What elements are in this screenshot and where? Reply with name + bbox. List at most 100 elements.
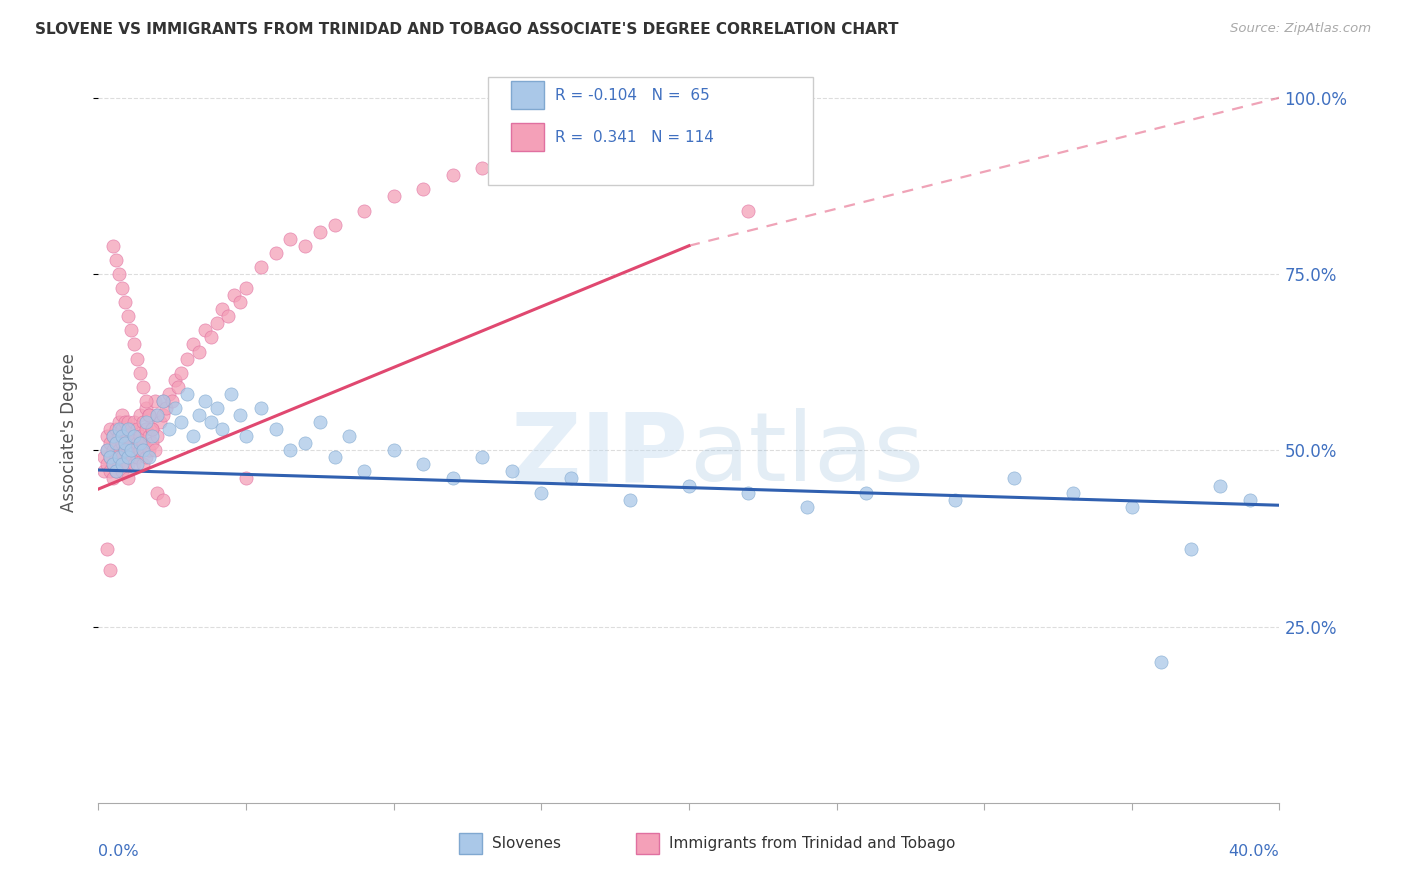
Point xyxy=(152,393,174,408)
Point xyxy=(103,429,125,443)
Point xyxy=(1002,471,1025,485)
Point xyxy=(111,436,134,450)
Point xyxy=(138,443,160,458)
Point xyxy=(162,393,183,408)
Point xyxy=(141,422,163,436)
Point xyxy=(943,492,966,507)
Point xyxy=(530,485,553,500)
Point xyxy=(108,429,131,443)
Point xyxy=(157,387,180,401)
Point xyxy=(221,387,243,401)
Point xyxy=(105,252,128,267)
Point xyxy=(155,401,177,415)
Point xyxy=(96,443,118,458)
Point xyxy=(737,203,759,218)
Text: Immigrants from Trinidad and Tobago: Immigrants from Trinidad and Tobago xyxy=(669,836,955,851)
Point xyxy=(152,492,174,507)
Point xyxy=(114,295,136,310)
Point xyxy=(105,450,128,465)
Point xyxy=(122,429,145,443)
Point xyxy=(128,366,150,380)
Text: ZIP: ZIP xyxy=(510,409,689,501)
Point xyxy=(108,267,131,281)
Point xyxy=(98,563,121,577)
Point xyxy=(117,450,139,465)
Point xyxy=(152,408,174,422)
Point xyxy=(98,422,121,436)
FancyBboxPatch shape xyxy=(488,78,813,185)
Point xyxy=(165,373,187,387)
Bar xyxy=(510,123,544,152)
Point xyxy=(353,464,375,478)
Point xyxy=(128,429,150,443)
Point xyxy=(165,401,187,415)
Point xyxy=(353,203,375,218)
Point xyxy=(141,436,163,450)
Point xyxy=(855,485,877,500)
Point xyxy=(205,401,228,415)
Text: 0.0%: 0.0% xyxy=(98,844,139,858)
Point xyxy=(382,443,405,458)
Point xyxy=(181,337,204,351)
Point xyxy=(103,458,125,472)
Point xyxy=(250,260,273,274)
Text: R =  0.341   N = 114: R = 0.341 N = 114 xyxy=(555,129,714,145)
Text: R = -0.104   N =  65: R = -0.104 N = 65 xyxy=(555,87,710,103)
Point xyxy=(120,436,142,450)
Point xyxy=(146,408,169,422)
Point xyxy=(441,471,464,485)
Point xyxy=(138,429,160,443)
Point xyxy=(117,415,139,429)
Point xyxy=(105,436,128,450)
Point xyxy=(111,281,134,295)
Point xyxy=(111,464,134,478)
Point xyxy=(125,436,148,450)
Point xyxy=(157,422,180,436)
Point xyxy=(224,288,246,302)
Bar xyxy=(458,833,482,854)
Point xyxy=(114,443,136,458)
Point xyxy=(170,415,193,429)
Point xyxy=(105,464,128,478)
Point xyxy=(217,310,239,324)
Point xyxy=(125,422,148,436)
Point xyxy=(120,450,142,465)
Point xyxy=(96,458,118,472)
Point xyxy=(125,458,148,472)
Point xyxy=(117,422,139,436)
Point xyxy=(619,492,641,507)
Text: Source: ZipAtlas.com: Source: ZipAtlas.com xyxy=(1230,22,1371,36)
Point xyxy=(138,408,160,422)
Point xyxy=(120,323,142,337)
Point xyxy=(132,380,155,394)
Point xyxy=(294,436,316,450)
Point xyxy=(103,239,125,253)
Point xyxy=(412,182,434,196)
Point xyxy=(187,344,209,359)
Point xyxy=(114,458,136,472)
Point xyxy=(1180,541,1202,556)
Point xyxy=(105,436,128,450)
Point xyxy=(108,415,131,429)
Point xyxy=(117,310,139,324)
Point xyxy=(141,429,163,443)
Point xyxy=(737,485,759,500)
Point xyxy=(181,429,204,443)
Point xyxy=(105,422,128,436)
Point xyxy=(108,458,131,472)
Point xyxy=(111,429,134,443)
Point xyxy=(103,471,125,485)
Point xyxy=(128,443,150,458)
Point xyxy=(170,366,193,380)
Point xyxy=(211,422,233,436)
Point xyxy=(122,429,145,443)
Point xyxy=(264,422,287,436)
Point xyxy=(93,464,115,478)
Point xyxy=(135,450,157,465)
Point xyxy=(125,351,148,366)
Point xyxy=(122,443,145,458)
Point xyxy=(441,168,464,182)
Point xyxy=(149,415,172,429)
Point xyxy=(143,443,166,458)
Point xyxy=(229,408,252,422)
